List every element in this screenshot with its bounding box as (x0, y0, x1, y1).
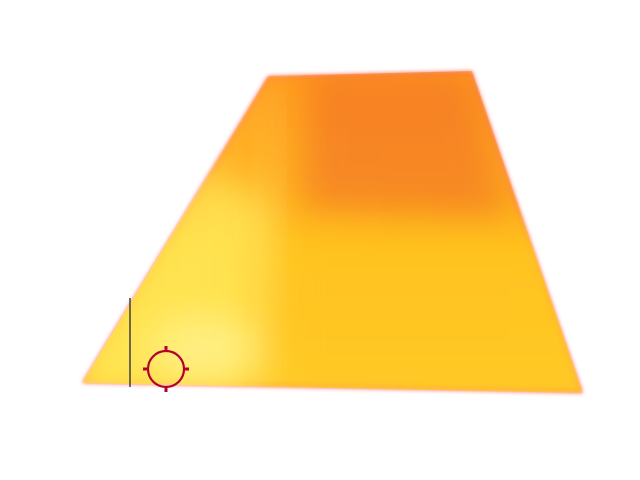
thermal-surface (82, 71, 583, 393)
crosshair-circle-icon[interactable] (143, 346, 189, 392)
hot-region (300, 71, 510, 220)
